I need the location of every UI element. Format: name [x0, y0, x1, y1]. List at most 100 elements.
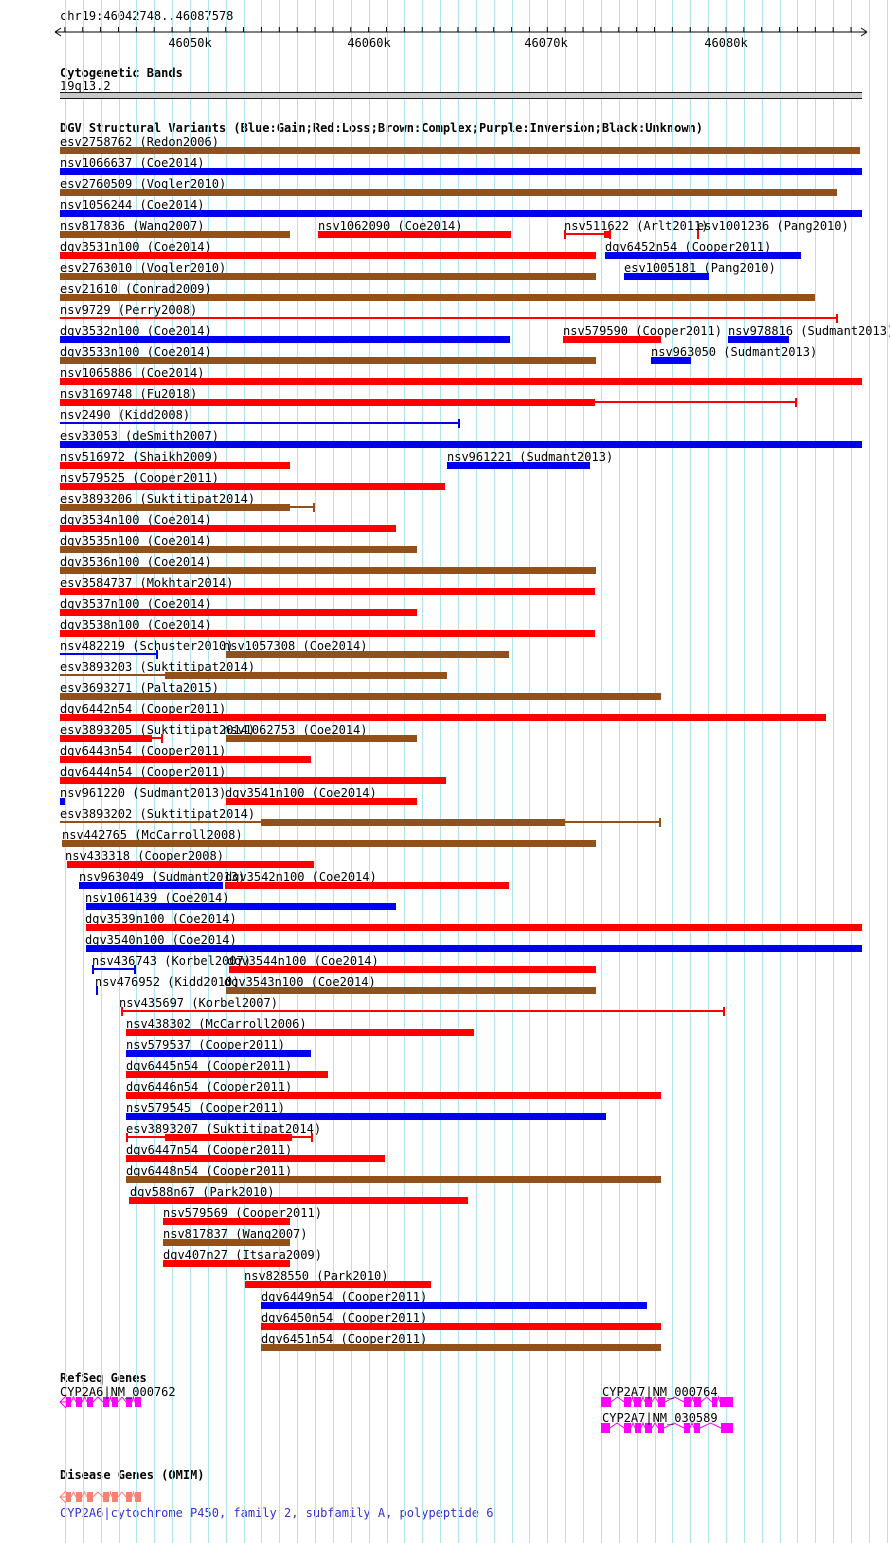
variant-label[interactable]: esv3693271 (Palta2015): [60, 681, 219, 695]
variant-bar[interactable]: [126, 1050, 311, 1057]
variant-label[interactable]: esv3893207 (Suktitipat2014): [126, 1122, 322, 1136]
variant-bar[interactable]: [60, 210, 862, 217]
variant-bar[interactable]: [62, 840, 596, 847]
variant-range-line[interactable]: [121, 1010, 725, 1012]
variant-bar[interactable]: [60, 231, 290, 238]
variant-bar[interactable]: [226, 798, 417, 805]
variant-range-line[interactable]: [60, 653, 158, 655]
refseq-gene-label[interactable]: CYP2A6|NM_000762: [60, 1385, 176, 1399]
variant-label[interactable]: dgv6448n54 (Cooper2011): [126, 1164, 293, 1178]
variant-bar[interactable]: [728, 336, 789, 343]
variant-range-line[interactable]: [60, 674, 165, 676]
variant-label[interactable]: esv21610 (Conrad2009): [60, 282, 212, 296]
variant-label[interactable]: nsv828550 (Park2010): [244, 1269, 389, 1283]
variant-bar[interactable]: [79, 882, 223, 889]
variant-bar[interactable]: [261, 819, 565, 826]
variant-bar[interactable]: [245, 1281, 431, 1288]
variant-label[interactable]: dgv6452n54 (Cooper2011): [605, 240, 772, 254]
variant-bar[interactable]: [163, 1239, 290, 1246]
variant-label[interactable]: nsv963050 (Sudmant2013): [651, 345, 818, 359]
variant-label[interactable]: nsv442765 (McCarroll2008): [62, 828, 243, 842]
variant-label[interactable]: esv33053 (deSmith2007): [60, 429, 219, 443]
variant-bar[interactable]: [126, 1029, 474, 1036]
variant-label[interactable]: nsv476952 (Kidd2010): [95, 975, 240, 989]
variant-label[interactable]: esv2758762 (Redon2006): [60, 135, 219, 149]
variant-bar[interactable]: [226, 651, 509, 658]
variant-label[interactable]: esv2760509 (Vogler2010): [60, 177, 227, 191]
variant-bar[interactable]: [225, 882, 509, 889]
variant-label[interactable]: dgv6443n54 (Cooper2011): [60, 744, 227, 758]
variant-bar[interactable]: [624, 273, 709, 280]
refseq-gene-label[interactable]: CYP2A7|NM_030589: [602, 1411, 718, 1425]
variant-label[interactable]: nsv9729 (Perry2008): [60, 303, 198, 317]
variant-label[interactable]: dgv3534n100 (Coe2014): [60, 513, 212, 527]
variant-bar[interactable]: [60, 756, 311, 763]
variant-bar[interactable]: [60, 273, 596, 280]
variant-label[interactable]: nsv579525 (Cooper2011): [60, 471, 219, 485]
variant-range-line[interactable]: [60, 821, 261, 823]
variant-label[interactable]: nsv438302 (McCarroll2006): [126, 1017, 307, 1031]
variant-bar[interactable]: [261, 1344, 661, 1351]
variant-label[interactable]: dgv6449n54 (Cooper2011): [261, 1290, 428, 1304]
variant-label[interactable]: nsv817836 (Wang2007): [60, 219, 205, 233]
variant-label[interactable]: nsv978816 (Sudmant2013): [728, 324, 890, 338]
variant-bar[interactable]: [60, 357, 596, 364]
variant-point-tick[interactable]: [96, 986, 98, 995]
variant-bar[interactable]: [261, 1302, 647, 1309]
variant-bar[interactable]: [229, 966, 596, 973]
variant-label[interactable]: dgv3540n100 (Coe2014): [85, 933, 237, 947]
variant-bar[interactable]: [86, 945, 862, 952]
variant-bar[interactable]: [60, 462, 290, 469]
variant-bar[interactable]: [60, 693, 661, 700]
variant-bar[interactable]: [604, 231, 611, 238]
variant-bar[interactable]: [60, 336, 510, 343]
gene-glyph[interactable]: [52, 1490, 150, 1504]
variant-bar[interactable]: [60, 588, 595, 595]
variant-label[interactable]: dgv3542n100 (Coe2014): [225, 870, 377, 884]
variant-label[interactable]: dgv6450n54 (Cooper2011): [261, 1311, 428, 1325]
variant-bar[interactable]: [60, 294, 815, 301]
variant-range-line[interactable]: [60, 317, 838, 319]
variant-bar[interactable]: [261, 1323, 661, 1330]
variant-bar[interactable]: [60, 147, 860, 154]
variant-label[interactable]: esv3893202 (Suktitipat2014): [60, 807, 256, 821]
variant-label[interactable]: dgv3536n100 (Coe2014): [60, 555, 212, 569]
variant-bar[interactable]: [60, 546, 417, 553]
variant-label[interactable]: dgv6442n54 (Cooper2011): [60, 702, 227, 716]
variant-bar[interactable]: [60, 609, 417, 616]
variant-label[interactable]: dgv3538n100 (Coe2014): [60, 618, 212, 632]
variant-bar[interactable]: [163, 1260, 290, 1267]
variant-bar[interactable]: [605, 252, 801, 259]
variant-bar[interactable]: [60, 483, 445, 490]
variant-label[interactable]: esv1001236 (Pang2010): [697, 219, 849, 233]
variant-label[interactable]: nsv435697 (Korbel2007): [119, 996, 278, 1010]
variant-bar[interactable]: [60, 630, 595, 637]
variant-label[interactable]: dgv6451n54 (Cooper2011): [261, 1332, 428, 1346]
variant-label[interactable]: esv3584737 (Mokhtar2014): [60, 576, 234, 590]
variant-bar[interactable]: [226, 987, 596, 994]
variant-label[interactable]: esv3893206 (Suktitipat2014): [60, 492, 256, 506]
variant-label[interactable]: nsv1056244 (Coe2014): [60, 198, 205, 212]
variant-label[interactable]: nsv579569 (Cooper2011): [163, 1206, 322, 1220]
variant-range-line[interactable]: [152, 737, 163, 739]
variant-bar[interactable]: [163, 1218, 290, 1225]
variant-bar[interactable]: [60, 252, 596, 259]
variant-label[interactable]: nsv482219 (Schuster2010): [60, 639, 234, 653]
variant-label[interactable]: nsv1065886 (Coe2014): [60, 366, 205, 380]
variant-bar[interactable]: [60, 567, 596, 574]
variant-bar[interactable]: [60, 777, 446, 784]
variant-bar[interactable]: [60, 504, 290, 511]
variant-label[interactable]: dgv6447n54 (Cooper2011): [126, 1143, 293, 1157]
variant-label[interactable]: nsv579545 (Cooper2011): [126, 1101, 285, 1115]
variant-label[interactable]: dgv6446n54 (Cooper2011): [126, 1080, 293, 1094]
variant-label[interactable]: esv3893203 (Suktitipat2014): [60, 660, 256, 674]
variant-bar[interactable]: [126, 1176, 661, 1183]
variant-label[interactable]: esv1005181 (Pang2010): [624, 261, 776, 275]
variant-bar[interactable]: [126, 1155, 385, 1162]
variant-label[interactable]: nsv433318 (Cooper2008): [65, 849, 224, 863]
variant-bar[interactable]: [318, 231, 511, 238]
variant-label[interactable]: nsv961220 (Sudmant2013): [60, 786, 227, 800]
variant-label[interactable]: nsv3169748 (Fu2018): [60, 387, 198, 401]
variant-label[interactable]: dgv3535n100 (Coe2014): [60, 534, 212, 548]
variant-label[interactable]: dgv6445n54 (Cooper2011): [126, 1059, 293, 1073]
